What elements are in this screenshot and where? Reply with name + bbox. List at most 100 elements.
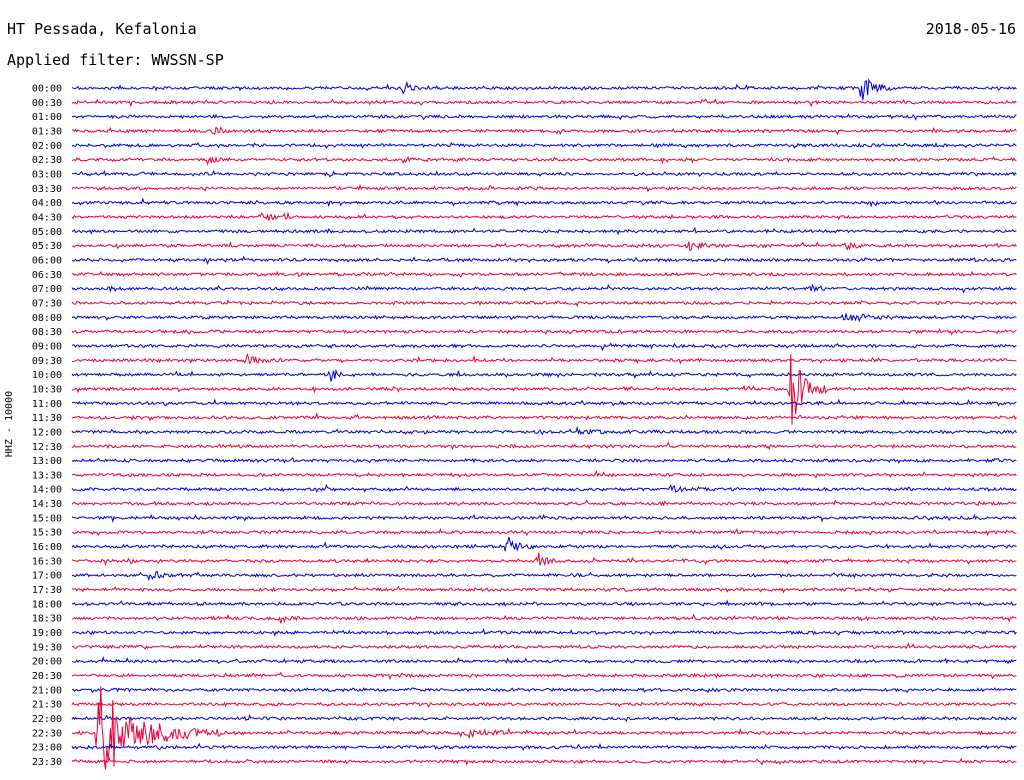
row-time-label: 08:00: [32, 313, 62, 324]
trace-line: [71, 299, 1017, 308]
row-time-label: 08:30: [32, 327, 62, 338]
trace-line: [71, 513, 1017, 524]
row-time-label: 18:00: [32, 599, 62, 610]
row-time-label: 20:30: [32, 671, 62, 682]
trace-line: [71, 671, 1017, 681]
row-time-label: 16:00: [32, 542, 62, 553]
row-time-label: 15:00: [32, 513, 62, 524]
trace-line: [71, 183, 1017, 193]
row-time-label: 13:30: [32, 470, 62, 481]
row-time-label: 18:30: [32, 614, 62, 625]
trace-line: [71, 211, 1017, 221]
trace-line: [71, 469, 1017, 479]
row-time-label: 13:00: [32, 456, 62, 467]
trace-line: [71, 656, 1017, 665]
trace-line: [71, 342, 1017, 352]
trace-line: [71, 270, 1017, 278]
row-time-label: 21:30: [32, 700, 62, 711]
trace-line: [71, 742, 1017, 751]
trace-line: [71, 714, 1017, 723]
row-time-label: 10:00: [32, 370, 62, 381]
row-time-label: 00:30: [32, 98, 62, 109]
trace-line: [71, 368, 1017, 382]
trace-line: [71, 425, 1017, 436]
row-time-label: 23:30: [32, 757, 62, 768]
row-time-label: 00:00: [32, 84, 62, 95]
trace-line: [71, 352, 1017, 365]
row-time-label: 12:30: [32, 442, 62, 453]
row-time-label: 22:00: [32, 714, 62, 725]
row-time-label: 10:30: [32, 384, 62, 395]
trace-line: [71, 98, 1017, 108]
row-time-label: 07:30: [32, 298, 62, 309]
filter-label: Applied filter: WWSSN-SP: [7, 51, 224, 69]
trace-line: [71, 441, 1017, 451]
trace-line: [71, 197, 1017, 208]
row-time-label: 15:30: [32, 528, 62, 539]
row-time-label: 09:30: [32, 356, 62, 367]
row-time-label: 19:00: [32, 628, 62, 639]
trace-line: [71, 241, 1017, 252]
trace-line: [71, 642, 1017, 650]
trace-line: [71, 457, 1017, 464]
row-time-label: 20:00: [32, 657, 62, 668]
row-time-label: 11:30: [32, 413, 62, 424]
trace-line: [71, 313, 1017, 323]
row-time-label: 21:00: [32, 685, 62, 696]
row-time-label: 01:00: [32, 112, 62, 123]
row-time-label: 02:30: [32, 155, 62, 166]
row-time-label: 01:30: [32, 126, 62, 137]
trace-line: [71, 552, 1017, 567]
trace-line: [71, 412, 1017, 422]
row-time-label: 05:30: [32, 241, 62, 252]
row-time-label: 03:30: [32, 184, 62, 195]
trace-line: [71, 686, 1017, 770]
trace-line: [71, 169, 1017, 178]
row-time-label: 14:30: [32, 499, 62, 510]
trace-line: [71, 255, 1017, 266]
trace-line: [71, 570, 1017, 582]
trace-line: [71, 627, 1017, 637]
row-time-label: 23:00: [32, 743, 62, 754]
row-time-label: 17:30: [32, 585, 62, 596]
trace-line: [71, 756, 1017, 767]
trace-line: [71, 483, 1017, 493]
row-time-label: 19:30: [32, 642, 62, 653]
trace-line: [71, 77, 1017, 101]
trace-line: [72, 125, 1017, 136]
trace-line: [71, 687, 1017, 694]
trace-line: [71, 113, 1017, 121]
trace-line: [71, 527, 1017, 537]
row-time-label: 09:00: [32, 341, 62, 352]
row-time-label: 22:30: [32, 728, 62, 739]
station-title: HT Pessada, Kefalonia: [7, 20, 197, 38]
row-time-label: 02:00: [32, 141, 62, 152]
row-time-label: 11:00: [32, 399, 62, 410]
row-time-label: 12:00: [32, 427, 62, 438]
row-time-label: 03:00: [32, 169, 62, 180]
row-time-label: 16:30: [32, 556, 62, 567]
trace-line: [71, 327, 1017, 336]
trace-line: [72, 585, 1017, 594]
row-time-label: 07:00: [32, 284, 62, 295]
trace-line: [71, 353, 1017, 425]
row-time-label: 14:00: [32, 485, 62, 496]
row-time-label: 04:30: [32, 212, 62, 223]
trace-line: [71, 536, 1017, 552]
trace-line: [71, 599, 1017, 607]
row-time-label: 05:00: [32, 227, 62, 238]
row-time-label: 17:00: [32, 571, 62, 582]
row-time-label: 06:30: [32, 270, 62, 281]
trace-line: [71, 226, 1017, 236]
trace-line: [71, 398, 1017, 407]
row-time-label: 04:00: [32, 198, 62, 209]
trace-line: [71, 156, 1017, 166]
trace-line: [71, 701, 1017, 709]
row-time-label: 06:00: [32, 255, 62, 266]
trace-line: [71, 613, 1017, 624]
trace-line: [71, 283, 1017, 294]
trace-line: [71, 141, 1017, 149]
trace-line: [71, 499, 1017, 507]
date-label: 2018-05-16: [925, 20, 1016, 38]
